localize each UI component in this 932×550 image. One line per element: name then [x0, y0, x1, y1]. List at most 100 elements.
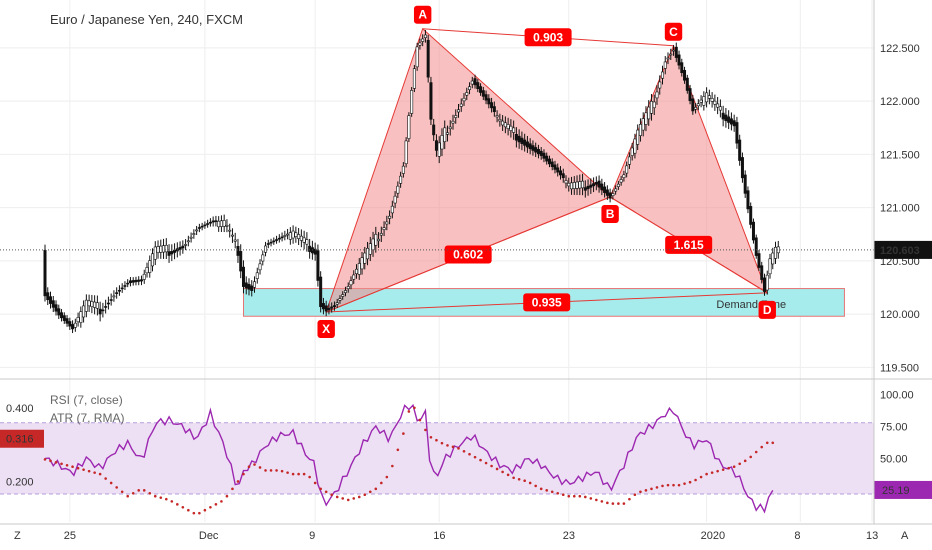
candle-body — [556, 167, 560, 173]
candle-body — [399, 175, 403, 184]
atr-point — [716, 469, 719, 473]
atr-point — [396, 448, 400, 452]
atr-point — [666, 483, 670, 487]
candle-body — [575, 181, 579, 189]
auto-scale-button[interactable]: A — [901, 530, 909, 542]
ratio-label: 0.935 — [532, 295, 562, 309]
candle-body — [451, 120, 455, 124]
atr-point — [352, 497, 356, 500]
candle-body — [614, 188, 618, 192]
candle-body — [539, 150, 543, 156]
candle-body — [79, 311, 83, 323]
candle-body — [62, 315, 66, 321]
atr-point — [771, 441, 775, 445]
atr-point — [650, 487, 653, 491]
candle-body — [95, 302, 99, 309]
atr-point — [402, 432, 405, 435]
atr-point — [622, 502, 626, 505]
candle-body — [145, 267, 149, 274]
atr-point — [743, 459, 747, 463]
atr-point — [164, 497, 168, 501]
atr-point — [468, 452, 471, 456]
atr-point — [198, 511, 201, 515]
atr-point — [137, 489, 141, 492]
time-tick-label: 16 — [433, 530, 445, 542]
candle-body — [247, 284, 251, 290]
candle-body — [727, 116, 731, 123]
atr-point — [661, 484, 664, 488]
candle-body — [732, 120, 736, 127]
candle-body — [492, 106, 496, 112]
atr-point — [644, 489, 648, 492]
candle-body — [470, 80, 474, 85]
atr-point — [170, 500, 174, 503]
candle-body — [253, 281, 257, 288]
atr-point — [617, 502, 620, 505]
atr-point — [324, 490, 328, 494]
atr-legend[interactable]: ATR (7, RMA) — [50, 411, 124, 425]
candle-body — [192, 233, 196, 235]
atr-point — [749, 455, 753, 459]
atr-point — [694, 478, 697, 482]
candle-body — [283, 235, 287, 237]
candle-body — [261, 254, 265, 262]
candle-body — [374, 233, 378, 246]
candle-body — [586, 185, 590, 190]
candle-body — [266, 243, 270, 245]
candle-body — [159, 245, 163, 253]
candle-body — [633, 138, 637, 154]
candle-body — [244, 282, 248, 289]
candle-body — [567, 182, 571, 187]
atr-point — [705, 472, 708, 476]
candle-body — [721, 112, 725, 120]
candle-body — [445, 132, 449, 135]
candle-body — [338, 298, 342, 301]
atr-point — [495, 467, 499, 471]
candle-body — [371, 238, 375, 251]
axis-layer: 119.500120.000120.500121.000121.500122.0… — [0, 43, 932, 542]
atr-point — [512, 476, 515, 480]
candle-body — [523, 139, 527, 146]
candle-body — [696, 103, 700, 107]
candle-body — [43, 249, 47, 297]
candle-body — [54, 304, 58, 312]
candle-body — [379, 233, 383, 236]
atr-point — [93, 471, 96, 474]
atr-point — [606, 501, 609, 505]
pattern-point-c: C — [669, 25, 678, 39]
candle-body — [71, 324, 75, 330]
price-tick-label: 120.000 — [880, 309, 920, 321]
pattern-point-d: D — [763, 303, 772, 317]
candle-body — [600, 183, 604, 191]
atr-point — [148, 491, 152, 495]
atr-point — [611, 502, 615, 505]
atr-point — [374, 487, 378, 491]
candle-body — [184, 244, 188, 246]
atr-point — [457, 447, 460, 450]
atr-point — [49, 459, 52, 463]
candle-body — [658, 81, 662, 89]
candle-body — [771, 252, 775, 265]
candle-body — [694, 107, 698, 110]
candle-body — [754, 237, 758, 256]
atr-point — [528, 481, 532, 485]
candle-body — [520, 137, 524, 144]
time-tick-label: 13 — [866, 530, 878, 542]
candle-body — [473, 78, 477, 86]
candle-body — [729, 118, 733, 125]
atr-point — [699, 475, 703, 479]
timezone-button[interactable]: Z — [14, 530, 21, 542]
candle-body — [774, 246, 778, 259]
candle-body — [280, 236, 284, 239]
candle-body — [680, 62, 684, 74]
candle-body — [724, 114, 728, 122]
atr-point — [760, 445, 764, 449]
candle-body — [525, 141, 529, 148]
candle-body — [153, 246, 157, 260]
rsi-legend[interactable]: RSI (7, close) — [50, 393, 123, 407]
candle-body — [390, 205, 394, 214]
atr-point — [308, 475, 311, 479]
atr-point — [181, 505, 185, 509]
